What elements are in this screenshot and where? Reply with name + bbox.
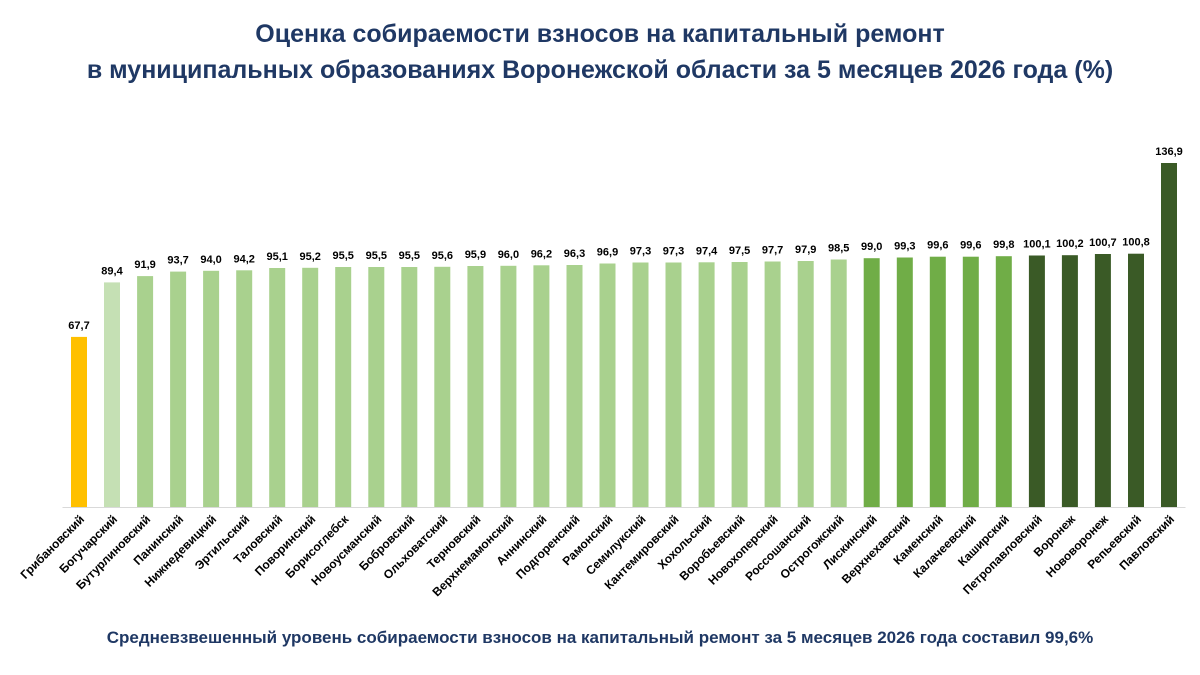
- data-label: 97,9: [795, 244, 816, 256]
- bar: [203, 270, 220, 507]
- data-label: 97,5: [729, 245, 750, 257]
- data-label: 94,2: [233, 253, 254, 265]
- bar: [632, 262, 649, 507]
- data-label: 99,0: [861, 241, 882, 253]
- data-label: 93,7: [167, 255, 188, 267]
- data-label: 96,3: [564, 248, 585, 260]
- data-label: 99,6: [927, 240, 948, 252]
- data-label: 100,8: [1122, 237, 1150, 249]
- bar: [962, 256, 979, 507]
- data-label: 95,1: [266, 251, 287, 263]
- bar: [137, 276, 154, 507]
- bar: [929, 256, 946, 507]
- data-label: 67,7: [68, 320, 89, 332]
- bar: [236, 270, 253, 507]
- data-label: 97,3: [630, 246, 651, 258]
- bar: [269, 268, 286, 507]
- bar: [302, 267, 319, 507]
- data-label: 100,1: [1023, 239, 1051, 251]
- summary-footer: Средневзвешенный уровень собираемости вз…: [106, 628, 1094, 647]
- bar: [1061, 255, 1078, 507]
- data-label: 97,7: [762, 245, 783, 257]
- bar: [830, 259, 847, 507]
- chart-title-line2: в муниципальных образованиях Воронежской…: [86, 56, 1114, 84]
- bar: [995, 256, 1012, 507]
- bar: [599, 263, 616, 507]
- bar: [731, 262, 748, 507]
- chart-title: Оценка собираемости взносов на капитальн…: [0, 16, 1200, 88]
- data-label: 89,4: [101, 265, 123, 277]
- bar: [467, 266, 484, 507]
- data-label: 95,2: [299, 251, 320, 263]
- data-label: 99,6: [960, 240, 981, 252]
- bar: [71, 336, 87, 507]
- bar: [1128, 253, 1144, 507]
- data-label: 95,6: [432, 250, 453, 262]
- bar: [500, 265, 517, 507]
- bar: [170, 271, 187, 507]
- bar: [533, 265, 550, 507]
- bar: [1028, 255, 1045, 507]
- bar: [665, 262, 682, 507]
- bar: [368, 267, 385, 507]
- bar: [104, 282, 120, 507]
- data-label: 100,2: [1056, 238, 1084, 250]
- bar: [764, 261, 781, 507]
- data-label: 97,4: [696, 245, 718, 257]
- bar: [797, 261, 814, 507]
- data-label: 96,0: [498, 249, 519, 261]
- data-label: 100,7: [1089, 237, 1117, 249]
- bar: [335, 267, 352, 507]
- bar: [401, 267, 418, 507]
- data-label: 99,8: [993, 239, 1014, 251]
- data-label: 95,9: [465, 249, 486, 261]
- bar: [863, 258, 880, 507]
- bar: [434, 266, 451, 507]
- data-label: 95,5: [332, 250, 353, 262]
- bar: [896, 257, 913, 507]
- data-label: 95,5: [399, 250, 420, 262]
- chart-title-line1: Оценка собираемости взносов на капитальн…: [255, 20, 945, 48]
- data-label: 96,2: [531, 248, 552, 260]
- bar: [698, 262, 715, 507]
- bar: [566, 265, 583, 507]
- data-label: 96,9: [597, 247, 618, 259]
- data-label: 95,5: [366, 250, 387, 262]
- bar: [1094, 254, 1111, 507]
- data-label: 94,0: [200, 254, 221, 266]
- bar: [1161, 163, 1177, 507]
- data-label: 91,9: [134, 259, 155, 271]
- data-label: 99,3: [894, 241, 915, 253]
- data-label: 136,9: [1155, 146, 1183, 158]
- data-label: 97,3: [663, 246, 684, 258]
- data-label: 98,5: [828, 243, 849, 255]
